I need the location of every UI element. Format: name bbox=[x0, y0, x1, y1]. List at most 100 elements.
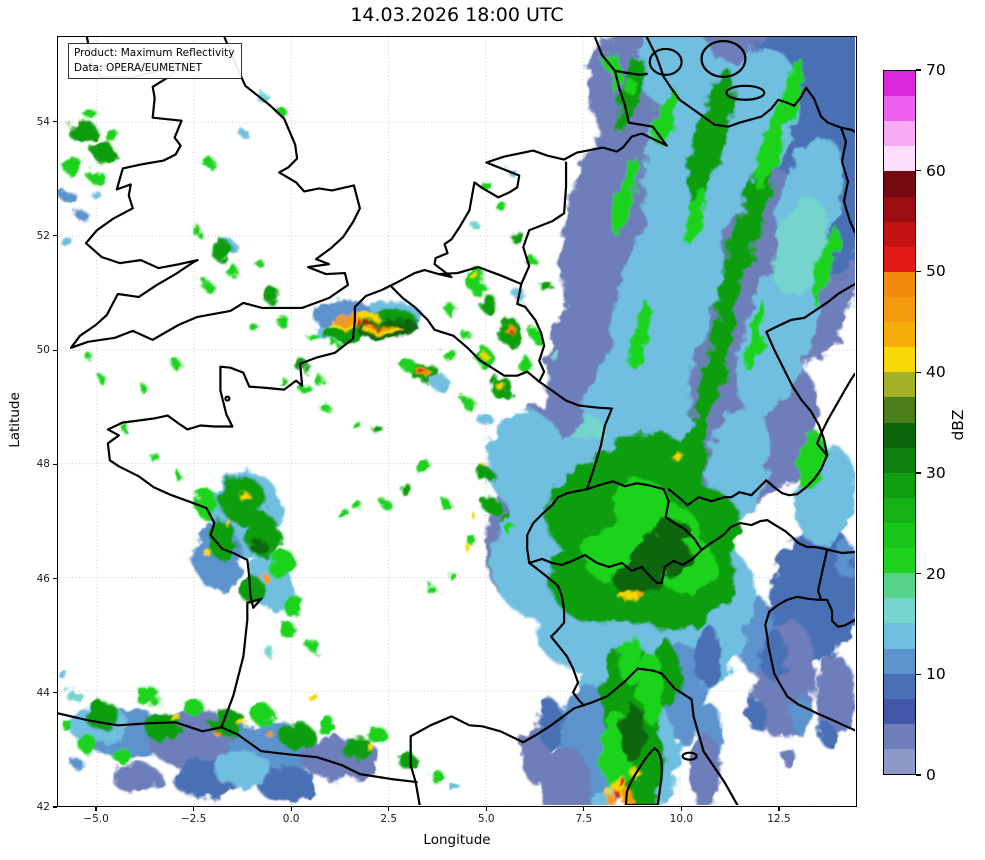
radar-cell bbox=[612, 789, 619, 798]
radar-cell bbox=[83, 352, 92, 359]
radar-cell bbox=[262, 644, 273, 655]
radar-cell bbox=[530, 328, 543, 343]
radar-cell bbox=[696, 307, 735, 424]
radar-cell bbox=[60, 236, 73, 247]
radar-cell bbox=[76, 211, 89, 222]
colorbar-segment bbox=[884, 548, 915, 574]
y-tick-mark bbox=[53, 692, 57, 694]
colorbar-tick-mark bbox=[916, 270, 921, 273]
colorbar-tick-mark bbox=[916, 774, 921, 776]
radar-cell bbox=[472, 274, 481, 283]
radar-cell bbox=[226, 265, 239, 278]
radar-cell bbox=[69, 119, 97, 144]
product-line: Product: Maximum Reflectivity bbox=[74, 47, 235, 59]
colorbar-segment bbox=[884, 472, 915, 498]
colorbar-segment bbox=[884, 623, 915, 649]
colorbar-tick-label: 30 bbox=[926, 463, 946, 482]
colorbar-tick-mark bbox=[916, 170, 921, 172]
radar-cell bbox=[471, 514, 478, 521]
radar-cell bbox=[336, 508, 349, 519]
radar-cell bbox=[314, 375, 325, 386]
radar-cell bbox=[486, 410, 567, 511]
coastline-po-adriatic bbox=[764, 610, 855, 732]
radar-cell bbox=[224, 519, 231, 526]
y-tick-mark bbox=[53, 235, 57, 237]
colorbar-segment bbox=[884, 96, 915, 122]
colorbar-segment bbox=[884, 196, 915, 222]
colorbar-segment bbox=[884, 347, 915, 373]
radar-cell bbox=[135, 686, 160, 707]
colorbar-tick-label: 0 bbox=[926, 766, 936, 784]
radar-cell bbox=[256, 91, 269, 102]
border-switzerland bbox=[526, 480, 703, 584]
radar-cell bbox=[365, 323, 374, 329]
border-italy-slovenia bbox=[816, 548, 829, 601]
radar-cell bbox=[612, 157, 639, 235]
colorbar-tick-label: 40 bbox=[926, 363, 946, 382]
colorbar-segment bbox=[884, 573, 915, 599]
radar-cell bbox=[624, 78, 637, 95]
radar-cell bbox=[610, 480, 671, 531]
border-czechia-austria bbox=[815, 372, 855, 457]
radar-cell bbox=[400, 484, 413, 497]
x-tick-label: 5.0 bbox=[477, 813, 495, 825]
y-tick-mark bbox=[53, 463, 57, 465]
x-axis-label: Longitude bbox=[423, 832, 491, 848]
radar-cell bbox=[249, 537, 266, 553]
colorbar-tick-label: 70 bbox=[926, 61, 946, 79]
radar-cell bbox=[77, 735, 98, 754]
y-tick-mark bbox=[53, 121, 57, 123]
colorbar-segment bbox=[884, 372, 915, 398]
border-austria-italy bbox=[700, 519, 855, 555]
radar-cell bbox=[551, 349, 562, 362]
radar-cell bbox=[620, 704, 645, 765]
coastline-oder bbox=[839, 126, 855, 234]
colorbar-tick-label: 20 bbox=[926, 564, 946, 583]
colorbar-segment bbox=[884, 648, 915, 674]
radar-cell bbox=[172, 360, 183, 371]
radar-cell bbox=[113, 748, 132, 765]
radar-cell bbox=[745, 699, 766, 730]
colorbar-tick-mark bbox=[916, 371, 921, 373]
x-tick-mark bbox=[583, 807, 585, 811]
y-tick-label: 48 bbox=[36, 458, 50, 471]
island-lolland bbox=[725, 84, 766, 101]
radar-cell bbox=[192, 226, 203, 237]
map-plot-area: Product: Maximum Reflectivity Data: OPER… bbox=[57, 36, 857, 807]
y-tick-label: 50 bbox=[36, 344, 50, 357]
x-tick-mark bbox=[680, 807, 682, 811]
radar-cell bbox=[810, 228, 840, 305]
colorbar-tick-mark bbox=[916, 572, 921, 575]
colorbar-segment bbox=[884, 698, 915, 724]
radar-cell bbox=[202, 281, 213, 292]
radar-cell bbox=[463, 544, 470, 550]
radar-cell bbox=[279, 722, 316, 751]
radar-cell bbox=[777, 58, 804, 136]
radar-cell bbox=[301, 385, 314, 396]
colorbar-tick-mark bbox=[916, 673, 921, 675]
border-france-spain bbox=[220, 726, 418, 784]
radar-cell bbox=[353, 319, 364, 326]
x-tick-mark bbox=[485, 807, 487, 811]
colorbar-segment bbox=[884, 497, 915, 523]
radar-cell bbox=[451, 784, 462, 795]
radar-cell bbox=[352, 421, 361, 430]
radar-cell bbox=[248, 321, 257, 330]
colorbar-segment bbox=[884, 146, 915, 172]
radar-cell bbox=[81, 106, 94, 117]
colorbar-segment bbox=[884, 748, 915, 775]
radar-cell bbox=[317, 717, 337, 736]
radar-cell bbox=[195, 490, 220, 521]
border-belgium-netherlands bbox=[437, 266, 523, 286]
radar-cell bbox=[758, 629, 789, 680]
y-tick-mark bbox=[53, 349, 57, 351]
radar-cell bbox=[340, 736, 373, 761]
radar-cell bbox=[606, 794, 617, 805]
radar-cell bbox=[472, 222, 481, 231]
radar-cell bbox=[212, 751, 273, 788]
radar-cell bbox=[306, 638, 319, 651]
radar-cell bbox=[364, 324, 400, 334]
colorbar-segment bbox=[884, 246, 915, 272]
radar-cell bbox=[237, 127, 248, 136]
